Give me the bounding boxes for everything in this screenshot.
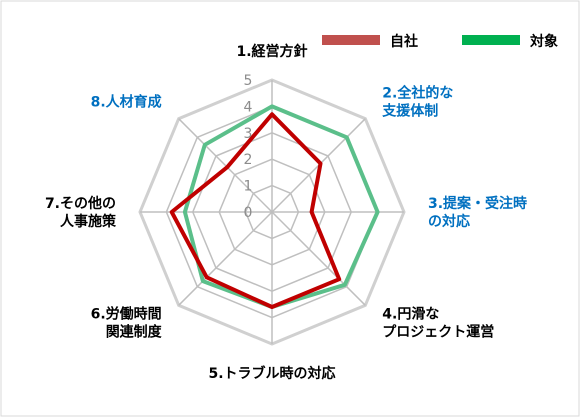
axis-label: 6.労働時間 <box>91 305 162 322</box>
axis-label: 8.人材育成 <box>91 94 162 111</box>
legend: 自社 対象 <box>322 33 558 50</box>
legend-swatch <box>462 35 520 45</box>
axis-label: プロジェクト運営 <box>382 323 494 340</box>
axis-label: 関連制度 <box>106 323 163 340</box>
tick-label: 3 <box>244 126 253 142</box>
tick-label: 0 <box>244 205 253 221</box>
series-line <box>169 112 342 309</box>
series-1 <box>169 112 342 309</box>
tick-label: 5 <box>244 73 253 89</box>
radar-series <box>169 104 380 309</box>
axis-label: の対応 <box>428 213 470 230</box>
axis-label: 人事施策 <box>60 213 117 230</box>
axis-label: 2.全社的な <box>382 85 453 102</box>
axis-label: 支援体制 <box>381 103 438 120</box>
legend-label: 対象 <box>529 33 558 50</box>
axis-label: 4.円滑な <box>382 305 439 322</box>
axis-label: 5.トラブル時の対応 <box>208 365 335 382</box>
axis-label: 3.提案・受注時 <box>428 195 527 212</box>
tick-label: 1 <box>244 179 253 195</box>
axis-label: 7.その他の <box>45 195 116 212</box>
legend-label: 自社 <box>390 33 418 50</box>
axis-spoke <box>178 211 273 306</box>
radar-grid <box>138 78 406 346</box>
radar-tick-labels: 0 1 2 3 4 5 <box>244 73 253 221</box>
legend-swatch <box>322 35 380 45</box>
axis-label: 1.経営方針 <box>236 43 307 60</box>
axis-spoke <box>271 211 366 306</box>
axis-spoke <box>178 118 273 213</box>
tick-label: 2 <box>244 152 253 168</box>
tick-label: 4 <box>244 99 253 115</box>
